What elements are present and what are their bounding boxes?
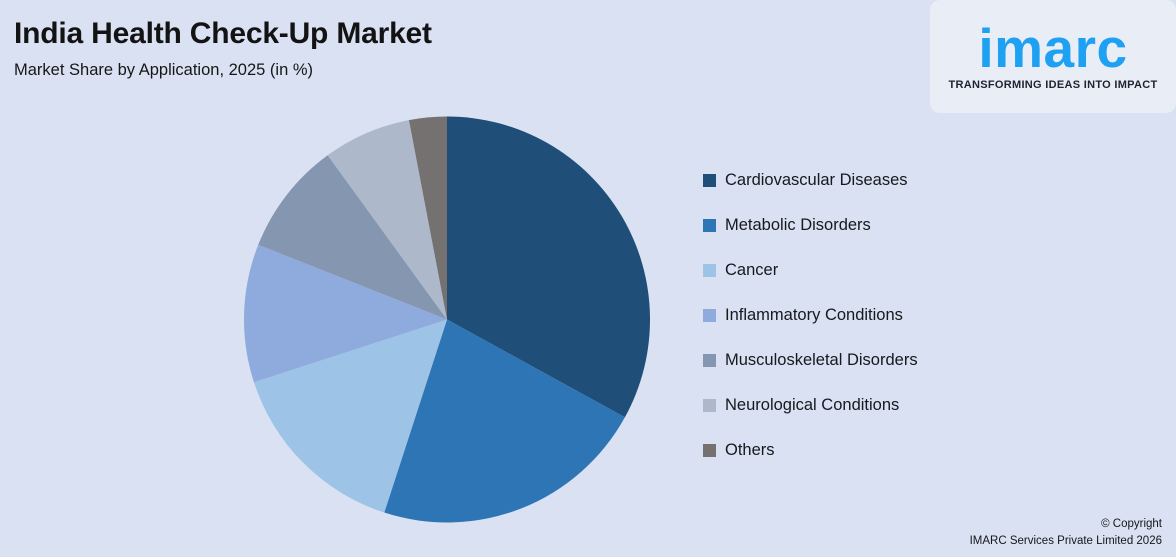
legend-label: Neurological Conditions [725,395,900,414]
copyright-line1: © Copyright [1101,517,1162,530]
pie-slice-6 [408,116,447,320]
legend-item-0: Cardiovascular Diseases [703,170,918,190]
pie-slice-0 [447,116,651,418]
imarc-logo-text: imarc [978,16,1128,79]
legend-label: Inflammatory Conditions [725,305,903,324]
imarc-logo-tagline: TRANSFORMING IDEAS INTO IMPACT [948,79,1158,92]
legend-swatch-icon [703,443,716,457]
legend-swatch-icon [703,218,716,232]
pie-slice-2 [253,319,447,513]
legend-swatch-icon [703,308,716,322]
page-subtitle: Market Share by Application, 2025 (in %) [14,61,313,79]
legend-label: Cancer [725,260,779,279]
legend-item-4: Musculoskeletal Disorders [703,350,918,370]
imarc-logo: imarc TRANSFORMING IDEAS INTO IMPACT [930,0,1176,113]
legend-label: Cardiovascular Diseases [725,170,908,189]
legend-swatch-icon [703,173,716,187]
legend-item-3: Inflammatory Conditions [703,305,918,325]
pie-slice-3 [244,244,447,383]
legend-item-5: Neurological Conditions [703,395,918,415]
pie-slice-5 [327,120,447,320]
legend: Cardiovascular Diseases Metabolic Disorde… [703,170,918,460]
copyright-line2: IMARC Services Private Limited 2026 [969,534,1162,547]
legend-label: Others [725,440,775,459]
legend-swatch-icon [703,398,716,412]
legend-item-6: Others [703,440,918,460]
legend-item-1: Metabolic Disorders [703,215,918,235]
legend-swatch-icon [703,353,716,367]
copyright-notice: © Copyright IMARC Services Private Limit… [970,516,1162,551]
pie-slice-4 [258,155,447,320]
legend-label: Metabolic Disorders [725,215,871,234]
legend-item-2: Cancer [703,260,918,280]
pie-slice-1 [384,319,625,523]
page-title: India Health Check-Up Market [14,17,432,50]
legend-label: Musculoskeletal Disorders [725,350,918,369]
legend-swatch-icon [703,263,716,277]
